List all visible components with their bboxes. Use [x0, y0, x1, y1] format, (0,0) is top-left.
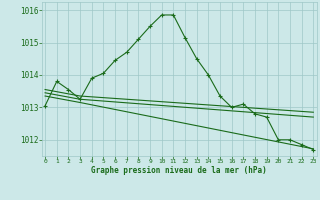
X-axis label: Graphe pression niveau de la mer (hPa): Graphe pression niveau de la mer (hPa): [91, 166, 267, 175]
